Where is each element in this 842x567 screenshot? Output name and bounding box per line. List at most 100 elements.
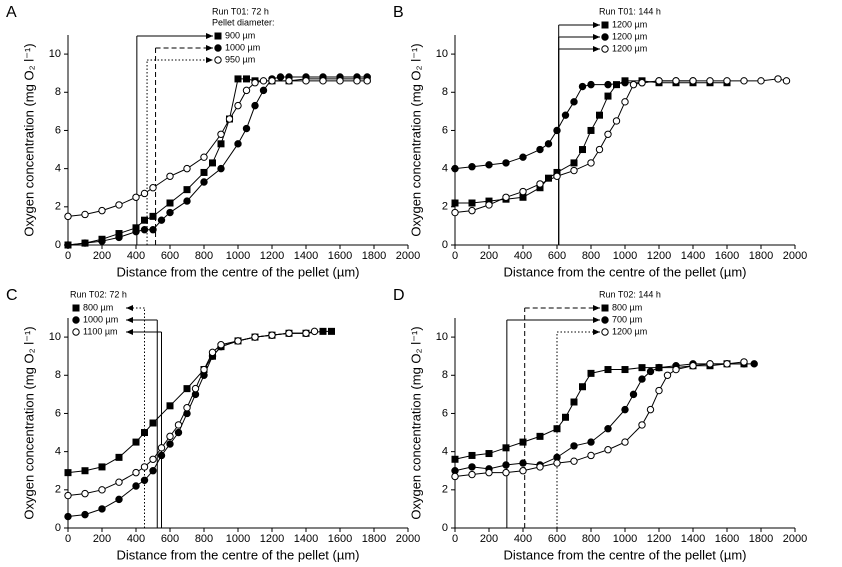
data-point (115, 233, 123, 242)
data-point (64, 491, 72, 500)
data-point (191, 384, 200, 393)
y-tick-label: 10 (436, 48, 448, 60)
y-tick-label: 4 (55, 446, 61, 458)
data-point (579, 146, 586, 154)
x-tick-label: 400 (514, 533, 532, 545)
data-point (774, 75, 782, 83)
legend-marker (214, 44, 222, 52)
x-tick-label: 1000 (613, 533, 637, 545)
data-point (251, 333, 259, 341)
data-point (570, 166, 578, 175)
y-axis-label: Oxygen concentration (mg O₂ l⁻¹) (21, 326, 36, 519)
data-point (149, 226, 157, 234)
data-point (217, 164, 225, 173)
y-tick-label: 0 (55, 239, 61, 251)
data-point (723, 77, 731, 85)
data-point (655, 77, 663, 85)
y-tick-label: 6 (55, 124, 61, 136)
data-point (149, 467, 157, 475)
data-point (468, 451, 476, 459)
series-line (67, 76, 368, 246)
data-point (485, 450, 493, 458)
x-tick-label: 400 (127, 250, 145, 262)
x-tick-label: 1200 (260, 533, 284, 545)
data-point (251, 79, 259, 87)
x-tick-label: 1600 (715, 533, 739, 545)
x-tick-label: 0 (452, 533, 458, 545)
series-line (67, 78, 368, 246)
x-tick-label: 2000 (783, 533, 807, 545)
data-point (234, 75, 242, 83)
x-tick-label: 2000 (783, 250, 807, 262)
y-tick-label: 8 (55, 369, 61, 381)
series-line (455, 80, 727, 204)
data-point (174, 421, 183, 429)
x-axis-label: Distance from the centre of the pellet (… (503, 547, 746, 562)
data-point (234, 337, 242, 345)
data-point (621, 405, 629, 414)
data-point (217, 130, 225, 138)
panel-label: C (6, 287, 18, 304)
data-point (536, 463, 544, 471)
data-point (200, 153, 208, 161)
data-point (225, 115, 234, 123)
data-point (570, 442, 578, 450)
x-tick-label: 1800 (362, 250, 386, 262)
series-line (454, 80, 693, 170)
legend-label: 700 µm (612, 314, 642, 324)
data-point (285, 77, 293, 85)
x-tick-label: 1000 (226, 250, 250, 262)
data-point (672, 77, 680, 85)
x-tick-label: 200 (480, 533, 498, 545)
data-point (242, 86, 251, 95)
data-point (570, 159, 578, 167)
legend-marker (214, 56, 222, 64)
data-point (81, 210, 89, 219)
x-tick-label: 1400 (681, 533, 705, 545)
data-point (64, 469, 72, 477)
data-point (217, 140, 225, 148)
x-tick-label: 400 (127, 533, 145, 545)
legend-label: 1000 µm (83, 314, 118, 324)
data-point (536, 432, 544, 440)
data-point (612, 117, 621, 125)
data-point (502, 461, 510, 469)
legend-marker (214, 32, 222, 40)
data-point (166, 208, 174, 217)
y-axis-label: Oxygen concentration (mg O₂ l⁻¹) (408, 43, 423, 236)
data-point (302, 329, 310, 337)
legend-subtitle: Pellet diameter: (212, 17, 275, 27)
data-point (604, 446, 612, 454)
data-point (655, 363, 663, 372)
legend-marker (72, 304, 80, 312)
data-point (468, 163, 476, 171)
y-axis-label: Oxygen concentration (mg O₂ l⁻¹) (21, 43, 36, 236)
data-point (536, 180, 544, 188)
data-point (319, 77, 327, 85)
y-tick-label: 2 (442, 484, 448, 496)
data-point (646, 367, 655, 376)
data-point (485, 468, 493, 477)
data-point (183, 164, 191, 173)
data-point (596, 111, 603, 119)
y-tick-label: 0 (55, 522, 61, 534)
x-axis-label: Distance from the centre of the pellet (… (116, 264, 359, 279)
x-tick-label: 1800 (362, 533, 386, 545)
data-point (578, 82, 587, 91)
data-point (81, 489, 89, 498)
data-point (243, 75, 250, 83)
data-point (234, 101, 242, 110)
data-point (740, 358, 748, 366)
x-tick-label: 0 (65, 250, 71, 262)
panel-label: D (393, 287, 405, 304)
y-tick-label: 10 (49, 331, 61, 343)
legend-label: 1200 µm (612, 19, 647, 29)
data-point (782, 77, 791, 85)
data-point (604, 366, 612, 374)
y-tick-label: 4 (442, 446, 448, 458)
data-point (468, 463, 476, 471)
x-tick-label: 0 (452, 250, 458, 262)
data-point (451, 199, 459, 207)
x-tick-label: 800 (582, 533, 600, 545)
data-point (302, 77, 310, 85)
